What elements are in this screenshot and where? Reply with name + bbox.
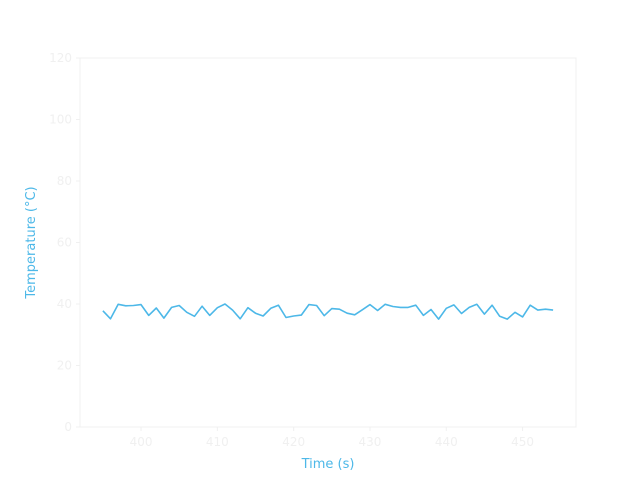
- x-axis-label: Time (s): [301, 457, 355, 472]
- x-tick-label: 420: [282, 435, 305, 449]
- x-tick-label: 400: [130, 435, 153, 449]
- temperature-series-line: [102, 303, 554, 320]
- y-tick-label: 100: [49, 113, 72, 127]
- y-tick-label: 40: [57, 297, 72, 311]
- x-tick-label: 410: [206, 435, 229, 449]
- y-axis-label: Temperature (°C): [24, 186, 39, 299]
- y-tick-label: 0: [64, 420, 72, 434]
- y-tick-label: 60: [57, 236, 72, 250]
- y-axis: 0 20 40 60 80 100 120: [49, 51, 80, 434]
- y-tick-label: 80: [57, 174, 72, 188]
- x-tick-label: 440: [435, 435, 458, 449]
- y-tick-label: 20: [57, 359, 72, 373]
- y-tick-label: 120: [49, 51, 72, 65]
- x-tick-label: 450: [511, 435, 534, 449]
- x-tick-label: 430: [359, 435, 382, 449]
- plot-frame: [79, 57, 577, 428]
- x-axis: 400 410 420 430 440 450: [130, 427, 534, 449]
